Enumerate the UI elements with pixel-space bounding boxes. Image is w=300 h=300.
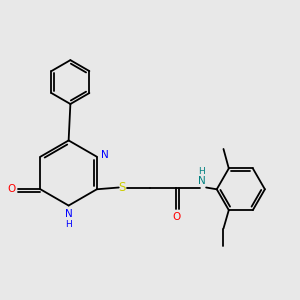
Text: N: N <box>101 150 109 160</box>
Text: O: O <box>172 212 181 222</box>
Text: N: N <box>65 209 73 219</box>
Text: S: S <box>118 181 126 194</box>
Text: O: O <box>8 184 16 194</box>
Text: N: N <box>198 176 206 186</box>
Text: H: H <box>199 167 205 176</box>
Text: H: H <box>65 220 72 230</box>
